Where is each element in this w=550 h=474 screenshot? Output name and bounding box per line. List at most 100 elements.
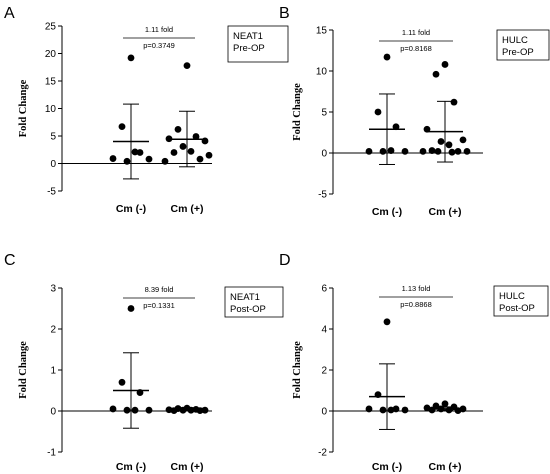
- series-cm-plus: [423, 400, 467, 414]
- y-tick-label: 1: [50, 366, 56, 377]
- data-point: [383, 318, 391, 326]
- p-value-annotation: p=0.8868: [400, 300, 432, 309]
- data-point: [174, 125, 182, 133]
- data-point: [161, 157, 169, 165]
- p-value-annotation: p=0.1331: [143, 301, 175, 310]
- data-point: [448, 148, 456, 156]
- data-point: [165, 406, 173, 414]
- data-point: [459, 136, 467, 144]
- data-point: [434, 147, 442, 155]
- fold-change-annotation: 1.11 fold: [145, 25, 173, 34]
- data-point: [374, 391, 382, 398]
- data-point: [179, 143, 187, 150]
- data-point: [428, 147, 436, 154]
- y-tick-label: 0: [321, 407, 327, 418]
- panel-letter: A: [4, 5, 15, 22]
- series-cm-minus: [365, 53, 409, 165]
- data-point: [432, 70, 440, 78]
- y-tick-label: 25: [45, 22, 57, 33]
- y-tick-label: 15: [316, 26, 328, 37]
- category-label: Cm (+): [429, 461, 462, 473]
- data-point: [123, 157, 131, 165]
- data-point: [183, 62, 191, 69]
- y-axis-label: Fold Change: [292, 83, 303, 141]
- data-point: [441, 400, 449, 408]
- y-tick-label: 20: [45, 49, 57, 60]
- data-point: [123, 406, 131, 414]
- legend-label: Pre-OP: [233, 43, 265, 54]
- p-value-annotation: p=0.8168: [400, 44, 432, 53]
- y-tick-label: 10: [316, 67, 328, 78]
- p-value-annotation: p=0.3749: [143, 41, 175, 50]
- category-label: Cm (+): [429, 206, 462, 218]
- legend-label: Pre-OP: [502, 47, 534, 58]
- y-tick-label: 0: [321, 149, 327, 160]
- data-point: [136, 149, 144, 156]
- y-tick-label: 5: [50, 132, 56, 143]
- series-cm-minus: [109, 54, 153, 180]
- y-tick-label: 2: [50, 325, 56, 336]
- data-point: [450, 98, 458, 106]
- legend-label: HULC: [502, 35, 528, 46]
- data-point: [392, 123, 400, 131]
- data-point: [401, 147, 409, 155]
- panel-b: B -5 0 5 10 15 Fold Change Cm (-) Cm (+) 1.11 fol…: [279, 5, 550, 218]
- data-point: [383, 53, 391, 61]
- panel-a: A -5 0 5 10 15 20 25 Fold Change Cm (-) Cm (+) 1.11…: [4, 5, 289, 215]
- panel-letter: C: [4, 252, 16, 269]
- data-point: [127, 305, 135, 312]
- series-cm-plus: [165, 404, 209, 414]
- data-point: [437, 138, 445, 145]
- data-point: [205, 151, 213, 159]
- data-point: [170, 407, 178, 414]
- series-cm-plus: [419, 61, 471, 163]
- y-tick-label: -1: [47, 448, 56, 459]
- data-point: [379, 147, 387, 155]
- data-point: [441, 61, 449, 68]
- legend-label: Post-OP: [230, 304, 266, 315]
- y-tick-label: 2: [321, 366, 327, 377]
- data-point: [196, 155, 204, 163]
- data-point: [109, 155, 117, 162]
- panel-d: D -2 0 2 4 6 Fold Change Cm (-) Cm (+) 1.13 fold p…: [279, 252, 549, 473]
- y-tick-label: -5: [47, 187, 56, 198]
- data-point: [463, 147, 471, 155]
- data-point: [379, 406, 387, 414]
- category-label: Cm (-): [372, 206, 402, 218]
- legend-label: NEAT1: [230, 292, 260, 303]
- data-point: [118, 378, 126, 386]
- y-axis-label: Fold Change: [18, 341, 29, 399]
- data-point: [201, 406, 209, 414]
- series-cm-minus: [109, 305, 153, 429]
- panel-letter: D: [279, 252, 291, 269]
- legend-label: NEAT1: [233, 31, 263, 42]
- data-point: [179, 406, 187, 414]
- data-point: [387, 147, 395, 154]
- legend-label: HULC: [499, 291, 525, 302]
- data-point: [365, 405, 373, 413]
- data-point: [454, 147, 462, 155]
- y-tick-label: -5: [318, 190, 327, 201]
- data-point: [454, 407, 462, 414]
- data-point: [401, 406, 409, 414]
- data-point: [387, 406, 395, 414]
- fold-change-annotation: 1.13 fold: [402, 284, 431, 293]
- legend-box: [496, 29, 550, 61]
- y-tick-label: 5: [321, 108, 327, 119]
- data-point: [419, 147, 427, 155]
- y-axis-label: Fold Change: [18, 79, 29, 137]
- legend-box: [493, 285, 549, 317]
- series-cm-minus: [365, 318, 409, 430]
- panel-c: C -1 0 1 2 3 Fold Change Cm (-) Cm (+) 8.39 fold p…: [4, 252, 284, 473]
- category-label: Cm (-): [372, 461, 402, 473]
- y-tick-label: 4: [321, 325, 327, 336]
- category-label: Cm (+): [171, 203, 204, 215]
- category-label: Cm (+): [171, 461, 204, 473]
- fold-change-annotation: 1.11 fold: [402, 28, 430, 37]
- y-tick-label: 0: [50, 407, 56, 418]
- data-point: [201, 137, 209, 145]
- data-point: [196, 407, 204, 414]
- data-point: [131, 406, 139, 414]
- data-point: [165, 135, 173, 143]
